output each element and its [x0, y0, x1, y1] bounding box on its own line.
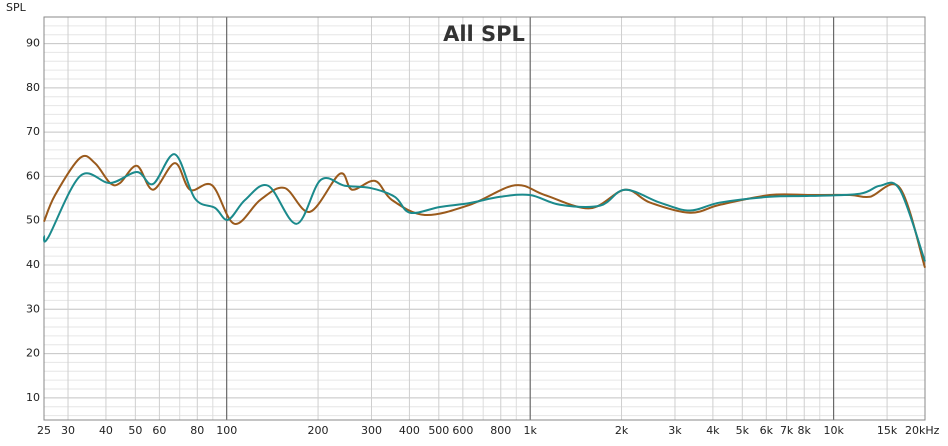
y-tick-label: 70 [26, 125, 40, 138]
plot-area [43, 16, 926, 421]
x-tick-label: 10k [823, 424, 844, 437]
y-tick-label: 60 [26, 169, 40, 182]
y-tick-label: 90 [26, 37, 40, 50]
x-tick-label: 80 [190, 424, 204, 437]
y-axis-label: SPL [6, 1, 27, 14]
x-tick-label: 200 [308, 424, 329, 437]
y-tick-label: 20 [26, 347, 40, 360]
x-tick-label: 2k [615, 424, 629, 437]
x-tick-label: 7k [780, 424, 794, 437]
x-tick-label: 40 [99, 424, 113, 437]
y-tick-label: 50 [26, 214, 40, 227]
x-tick-label: 300 [361, 424, 382, 437]
x-tick-label: 100 [216, 424, 237, 437]
y-tick-label: 10 [26, 391, 40, 404]
x-tick-label: 6k [760, 424, 774, 437]
x-tick-label: 4k [706, 424, 720, 437]
x-tick-label: 600 [452, 424, 473, 437]
x-tick-label: 800 [490, 424, 511, 437]
x-tick-label: 8k [798, 424, 812, 437]
x-tick-label: 3k [668, 424, 682, 437]
x-tick-label: 15k [877, 424, 898, 437]
y-tick-label: 40 [26, 258, 40, 271]
plot-border [43, 16, 926, 421]
x-tick-label: 400 [399, 424, 420, 437]
x-tick-label: 25 [37, 424, 51, 437]
x-tick-label: 500 [428, 424, 449, 437]
x-tick-label: 30 [61, 424, 75, 437]
x-tick-label: 60 [152, 424, 166, 437]
chart-title: All SPL [443, 22, 525, 46]
x-tick-label: 1k [523, 424, 537, 437]
x-tick-label: 50 [128, 424, 142, 437]
y-tick-label: 30 [26, 302, 40, 315]
x-tick-label: 20kHz [905, 424, 940, 437]
series-line [43, 153, 926, 262]
x-tick-label: 5k [736, 424, 750, 437]
y-tick-label: 80 [26, 81, 40, 94]
